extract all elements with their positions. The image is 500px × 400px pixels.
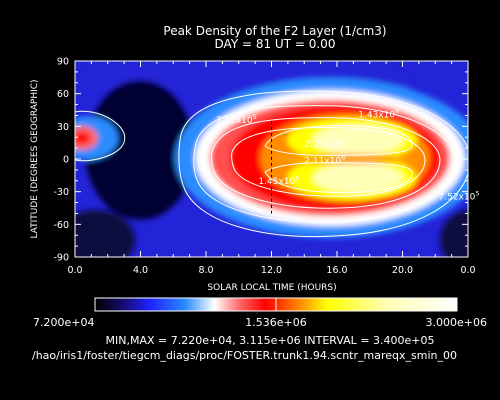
contour-label: 2.11x106 (304, 137, 345, 150)
y-tick-label: 0 (63, 155, 69, 166)
colorbar-max-label: 3.000e+06 (426, 316, 487, 329)
x-tick-label: 4.0 (133, 265, 148, 276)
heatmap-field (75, 61, 468, 257)
y-tick-label: -90 (53, 253, 69, 264)
y-axis-label: LATITUDE (DEGREES GEOGRAPHIC) (30, 79, 40, 238)
x-tick-label: 8.0 (198, 265, 213, 276)
contour-label: 7.52x105 (216, 113, 257, 126)
contour-label: 1.43x106 (358, 108, 399, 121)
y-tick-label: 60 (57, 89, 69, 100)
colorbar-min-label: 7.200e+04 (33, 316, 94, 329)
y-tick-label: 90 (57, 57, 69, 68)
footer-path: /hao/iris1/foster/tiegcm_diags/proc/FOST… (32, 349, 457, 362)
y-tick-label: -30 (53, 187, 69, 198)
x-tick-label: 20.0 (392, 265, 413, 276)
contour-label: 1.45x106 (258, 174, 299, 187)
colorbar-mid-label: 1.536e+06 (245, 316, 306, 329)
contour-label: 7.52x105 (439, 189, 480, 202)
y-tick-label: 30 (57, 122, 69, 133)
chart-subtitle: DAY = 81 UT = 0.00 (215, 37, 336, 51)
contour-label: 2.11x106 (304, 153, 345, 166)
x-axis-label: SOLAR LOCAL TIME (HOURS) (207, 283, 336, 293)
y-tick-label: -60 (53, 220, 69, 231)
x-tick-label: 16.0 (326, 265, 347, 276)
x-tick-label: 12.0 (261, 265, 282, 276)
footer-minmax: MIN,MAX = 7.220e+04, 3.115e+06 INTERVAL … (106, 334, 435, 347)
chart-title: Peak Density of the F2 Layer (1/cm3) (163, 24, 386, 38)
x-tick-label: 0.0 (67, 265, 82, 276)
x-tick-label: 0.0 (460, 265, 475, 276)
